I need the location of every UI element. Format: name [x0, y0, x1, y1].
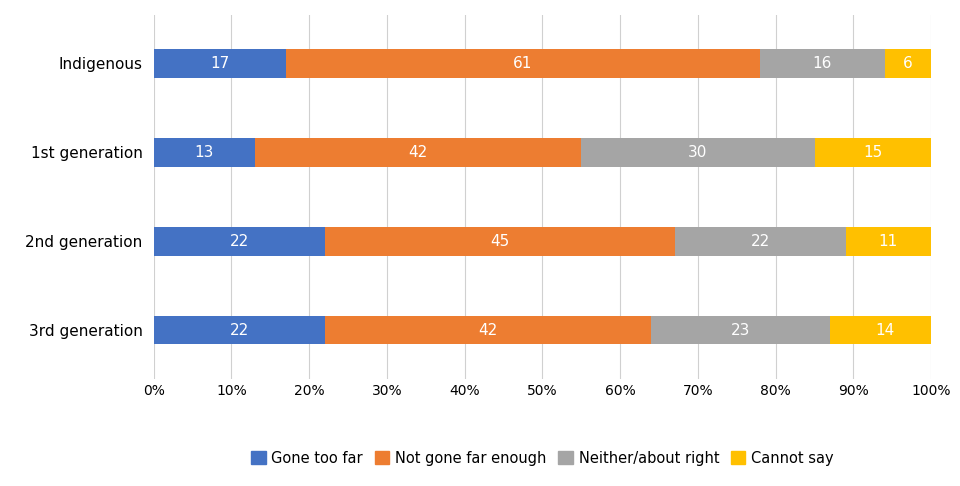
Text: 22: 22 — [229, 234, 249, 249]
Text: 22: 22 — [229, 323, 249, 338]
Text: 6: 6 — [903, 56, 913, 71]
Text: 61: 61 — [514, 56, 533, 71]
Text: 42: 42 — [408, 145, 427, 160]
Bar — [675, 227, 846, 256]
Bar — [154, 49, 286, 78]
Bar — [154, 227, 324, 256]
Bar — [846, 227, 931, 256]
Text: 11: 11 — [878, 234, 898, 249]
Bar — [760, 49, 884, 78]
Bar — [154, 316, 324, 345]
Text: 23: 23 — [731, 323, 751, 338]
Text: 22: 22 — [751, 234, 770, 249]
Bar — [254, 138, 581, 167]
Bar — [814, 138, 931, 167]
Text: 13: 13 — [195, 145, 214, 160]
Text: 17: 17 — [210, 56, 229, 71]
Text: 16: 16 — [813, 56, 832, 71]
Bar — [286, 49, 760, 78]
Bar — [651, 316, 830, 345]
Bar — [154, 138, 254, 167]
Bar — [324, 227, 675, 256]
Bar — [581, 138, 814, 167]
Legend: Gone too far, Not gone far enough, Neither/about right, Cannot say: Gone too far, Not gone far enough, Neith… — [245, 445, 840, 471]
Text: 42: 42 — [478, 323, 497, 338]
Bar — [884, 49, 931, 78]
Bar — [830, 316, 939, 345]
Text: 30: 30 — [688, 145, 708, 160]
Text: 45: 45 — [490, 234, 509, 249]
Text: 14: 14 — [875, 323, 894, 338]
Text: 15: 15 — [863, 145, 882, 160]
Bar — [324, 316, 651, 345]
